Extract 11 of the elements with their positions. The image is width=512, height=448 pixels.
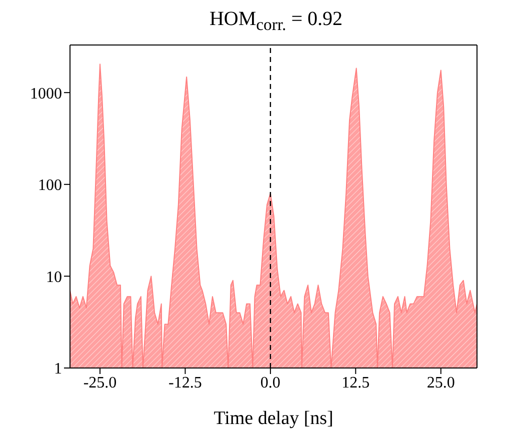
x-tick-label: 12.5 bbox=[342, 374, 370, 392]
x-axis-title: Time delay [ns] bbox=[214, 408, 334, 429]
y-tick-label: 1000 bbox=[30, 85, 62, 102]
y-tick-label: 10 bbox=[46, 268, 62, 286]
y-tick-label: 1 bbox=[54, 360, 62, 378]
x-tick-label: -12.5 bbox=[168, 374, 202, 392]
x-tick-label: -25.0 bbox=[83, 374, 117, 392]
chart-title: HOM$_{corr.}$ = 0.92 bbox=[208, 8, 344, 36]
x-tick-label: 0.0 bbox=[260, 374, 280, 392]
y-tick-label: 100 bbox=[38, 177, 62, 194]
x-tick-label: 25.0 bbox=[426, 374, 455, 392]
